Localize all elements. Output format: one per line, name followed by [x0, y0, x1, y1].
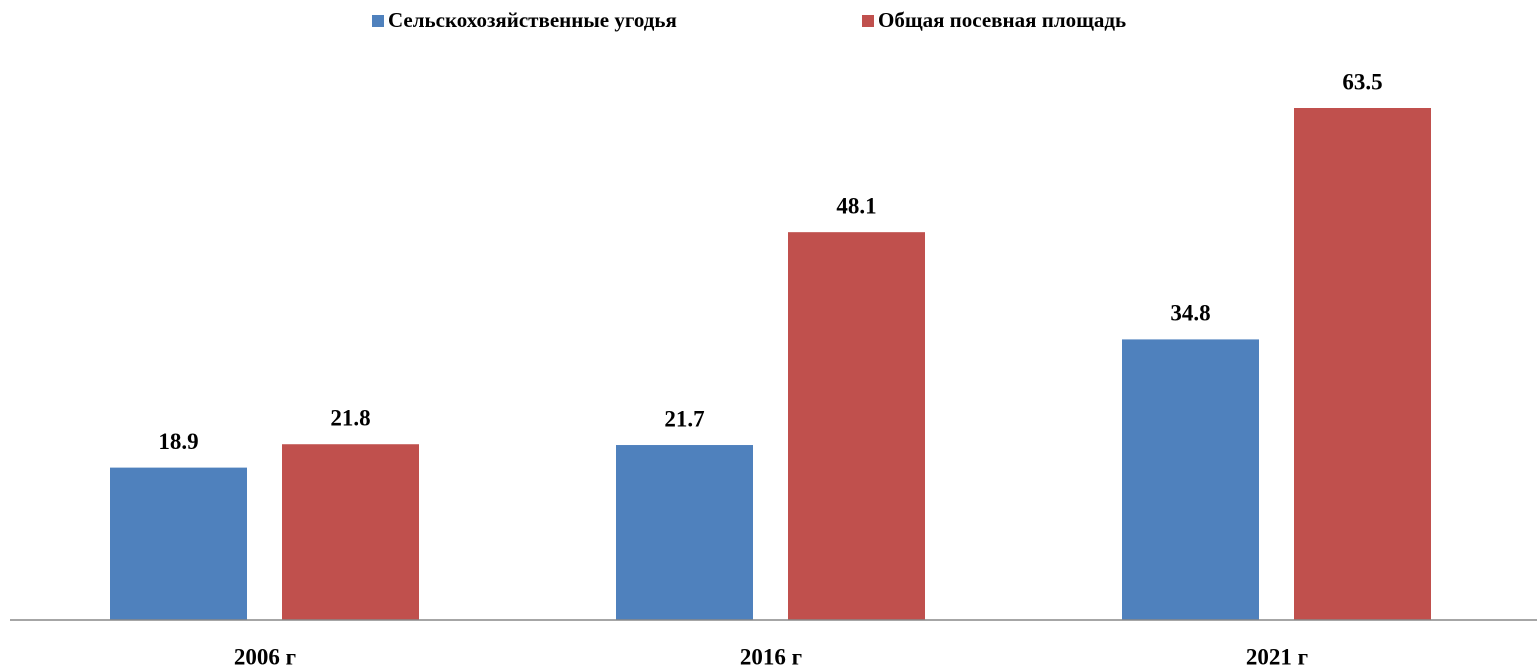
value-label: 21.8: [330, 406, 370, 431]
bar: [1294, 108, 1431, 620]
value-label: 21.7: [664, 406, 704, 431]
legend-label: Общая посевная площадь: [878, 8, 1126, 32]
value-label: 34.8: [1170, 301, 1210, 326]
x-tick-label: 2021 г: [1246, 644, 1308, 669]
bar: [616, 445, 753, 620]
legend-swatch: [372, 15, 384, 27]
x-tick-label: 2016 г: [740, 644, 802, 669]
value-label: 63.5: [1342, 69, 1382, 94]
bar: [788, 232, 925, 620]
bar: [1122, 339, 1259, 620]
bar: [282, 444, 419, 620]
x-tick-label: 2006 г: [234, 644, 296, 669]
bar: [110, 467, 247, 620]
legend-label: Сельскохозяйственные угодья: [388, 8, 677, 32]
value-label: 18.9: [158, 429, 198, 454]
legend-swatch: [862, 15, 874, 27]
value-label: 48.1: [836, 193, 876, 218]
